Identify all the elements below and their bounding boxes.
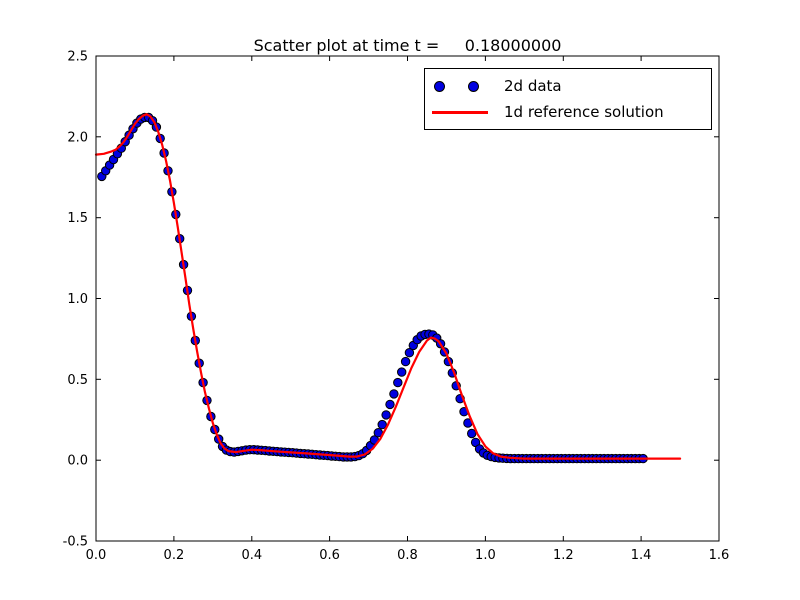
scatter-point <box>393 377 403 388</box>
x-tick-label: 1.0 <box>475 548 496 563</box>
scatter-point <box>389 389 399 399</box>
scatter-point <box>397 367 407 377</box>
scatter-point <box>404 348 415 358</box>
y-tick-label: 1.5 <box>67 211 88 226</box>
legend-entry-2d-data: 2d data <box>432 73 711 99</box>
scatter-point <box>381 410 391 420</box>
reference-line <box>94 113 682 460</box>
scatter-point <box>467 428 477 439</box>
y-tick-label: 0.5 <box>67 373 88 388</box>
y-tick-label: 0.0 <box>67 454 88 469</box>
x-tick-label: 0.0 <box>86 548 107 563</box>
y-tick-label: 1.0 <box>67 292 88 307</box>
scatter-marker-icon <box>432 79 504 93</box>
scatter-point <box>377 419 387 430</box>
plot-title: Scatter plot at time t = 0.18000000 <box>253 36 562 55</box>
legend-label-1d-reference: 1d reference solution <box>504 103 664 121</box>
blue-dot-icon <box>468 81 479 92</box>
x-tick-label: 0.6 <box>319 548 340 563</box>
x-tick-label: 0.8 <box>397 548 418 563</box>
y-tick-label: -0.5 <box>63 535 88 550</box>
x-tick-label: 0.4 <box>241 548 262 563</box>
legend-label-2d-data: 2d data <box>504 77 562 95</box>
x-tick-label: 0.2 <box>164 548 185 563</box>
line-marker-icon <box>432 105 504 119</box>
x-tick-label: 1.6 <box>709 548 730 563</box>
red-line-icon <box>432 111 488 114</box>
scatter-point <box>385 399 395 410</box>
y-tick-label: 2.5 <box>67 50 88 65</box>
blue-dot-icon <box>434 81 445 92</box>
x-tick-label: 1.2 <box>553 548 574 563</box>
y-tick-label: 2.0 <box>67 130 88 145</box>
scatter-point <box>400 356 411 367</box>
x-tick-label: 1.4 <box>631 548 652 563</box>
legend: 2d data 1d reference solution <box>424 68 712 130</box>
legend-entry-1d-reference: 1d reference solution <box>432 99 711 125</box>
